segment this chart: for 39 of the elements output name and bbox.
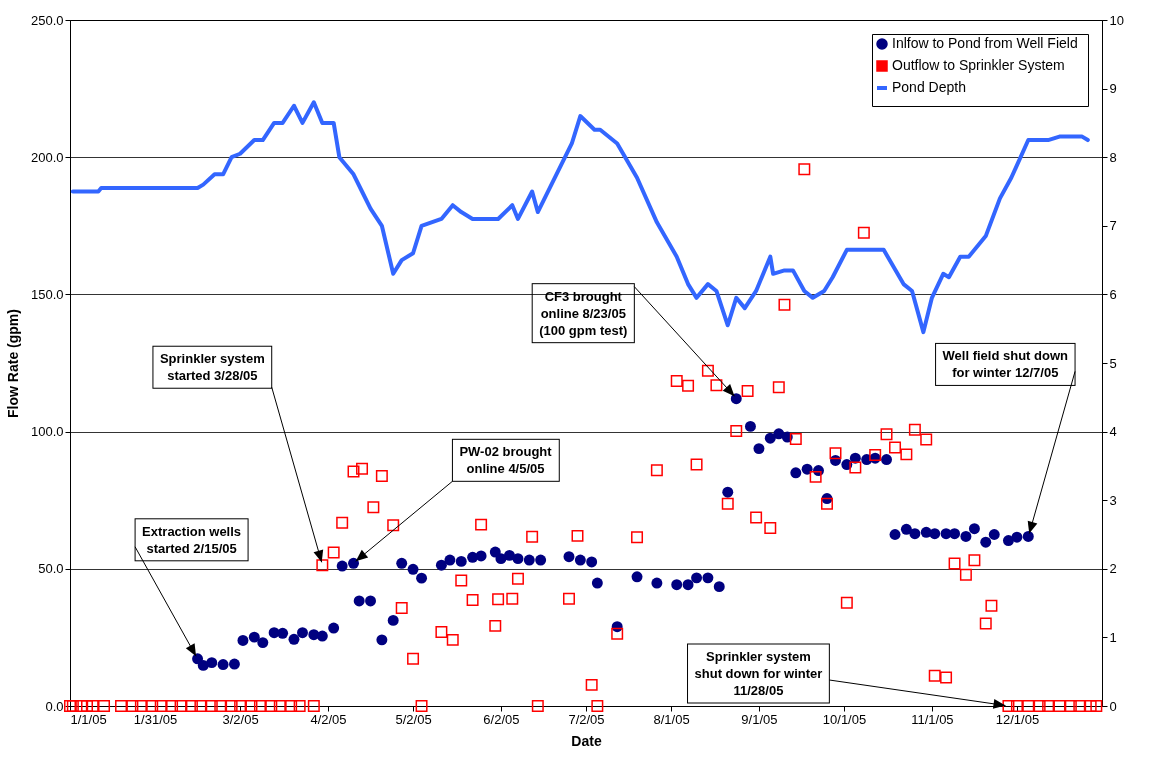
y2-tick-label: 0 <box>1109 698 1117 714</box>
annotation: Well field shut down for winter 12/7/05 <box>942 348 1069 381</box>
legend-label: Inlfow to Pond from Well Field <box>892 35 1078 51</box>
x-tick-label: 6/2/05 <box>483 711 520 727</box>
x-tick-label: 7/2/05 <box>568 711 605 727</box>
x-tick-label: 11/1/05 <box>911 711 954 727</box>
x-axis-title: Date <box>571 732 602 749</box>
y2-tick-label: 3 <box>1109 492 1117 508</box>
x-tick-label: 12/1/05 <box>995 711 1040 727</box>
y2-tick-label: 6 <box>1109 286 1117 302</box>
legend-label: Outflow to Sprinkler System <box>892 57 1065 73</box>
annotation: Sprinkler system started 3/28/05 <box>159 351 265 384</box>
y-tick-label: 200.0 <box>30 149 64 165</box>
x-tick-label: 9/1/05 <box>741 711 778 727</box>
x-tick-label: 1/31/05 <box>133 711 178 727</box>
y-tick-label: 0.0 <box>45 698 64 714</box>
y-tick-label: 50.0 <box>38 561 64 577</box>
x-tick-label: 4/2/05 <box>310 711 347 727</box>
y2-tick-label: 2 <box>1109 561 1117 577</box>
y2-tick-label: 5 <box>1109 355 1117 371</box>
y2-tick-label: 1 <box>1109 629 1117 645</box>
x-tick-label: 5/2/05 <box>395 711 432 727</box>
annotation: PW-02 brought online 4/5/05 <box>459 444 553 477</box>
x-tick-label: 1/1/05 <box>70 711 107 727</box>
y2-tick-label: 8 <box>1109 149 1117 165</box>
y2-tick-label: 9 <box>1109 81 1117 97</box>
y2-tick-label: 4 <box>1109 424 1117 440</box>
x-tick-label: 8/1/05 <box>653 711 690 727</box>
y2-tick-label: 10 <box>1109 12 1124 28</box>
legend-label: Pond Depth <box>892 79 966 95</box>
y-axis-title: Flow Rate (gpm) <box>4 309 21 418</box>
annotation: Extraction wells started 2/15/05 <box>142 523 242 556</box>
x-tick-label: 3/2/05 <box>222 711 259 727</box>
y-tick-label: 250.0 <box>30 12 64 28</box>
y2-tick-label: 7 <box>1109 218 1117 234</box>
y-tick-label: 100.0 <box>30 424 64 440</box>
x-tick-label: 10/1/05 <box>822 711 867 727</box>
y-tick-label: 150.0 <box>30 286 64 302</box>
annotation: Sprinkler system shut down for winter 11/28/05 <box>694 649 823 698</box>
